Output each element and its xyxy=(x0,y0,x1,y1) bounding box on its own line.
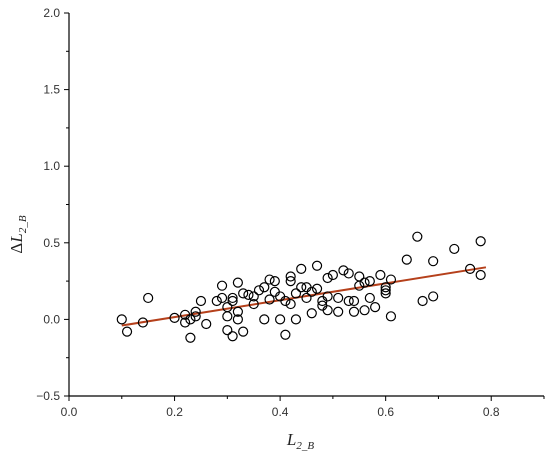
data-point xyxy=(334,293,343,302)
x-ticks: 0.0 0.2 0.4 0.6 0.8 xyxy=(61,396,544,419)
x-tick-label: 0.0 xyxy=(61,405,78,419)
data-point xyxy=(212,297,221,306)
data-point xyxy=(239,289,248,298)
y-axis-title: ΔL2_B xyxy=(7,215,29,253)
data-point xyxy=(255,286,264,295)
data-point xyxy=(202,319,211,328)
x-tick-label: 0.8 xyxy=(483,405,500,419)
data-point xyxy=(223,326,232,335)
data-point xyxy=(355,272,364,281)
data-point xyxy=(350,307,359,316)
data-point xyxy=(196,297,205,306)
data-point xyxy=(365,293,374,302)
data-point xyxy=(476,270,485,279)
data-point xyxy=(307,309,316,318)
data-point xyxy=(228,332,237,341)
data-point xyxy=(386,312,395,321)
data-point xyxy=(402,255,411,264)
data-point xyxy=(360,306,369,315)
data-point xyxy=(376,270,385,279)
data-point xyxy=(476,237,485,246)
data-point xyxy=(286,300,295,309)
data-point xyxy=(313,284,322,293)
data-point xyxy=(313,261,322,270)
data-point xyxy=(344,269,353,278)
x-axis-title: L2_B xyxy=(286,430,314,452)
data-point xyxy=(302,293,311,302)
data-point xyxy=(260,315,269,324)
points-layer xyxy=(117,232,485,342)
data-point xyxy=(297,264,306,273)
data-point xyxy=(328,270,337,279)
data-point xyxy=(297,283,306,292)
data-point xyxy=(450,244,459,253)
data-point xyxy=(350,297,359,306)
data-point xyxy=(281,330,290,339)
x-axis-title-sub: 2_B xyxy=(296,440,314,452)
data-point xyxy=(265,275,274,284)
x-axis-title-main: L xyxy=(286,430,296,449)
y-tick-label: −0.5 xyxy=(36,389,60,403)
data-point xyxy=(429,292,438,301)
data-point xyxy=(291,315,300,324)
data-point xyxy=(429,257,438,266)
data-point xyxy=(276,315,285,324)
data-point xyxy=(233,278,242,287)
y-tick-label: 1.0 xyxy=(43,159,60,173)
data-point xyxy=(239,327,248,336)
data-point xyxy=(355,281,364,290)
fit-layer xyxy=(122,267,486,325)
x-tick-label: 0.2 xyxy=(166,405,183,419)
data-point xyxy=(344,297,353,306)
data-point xyxy=(117,315,126,324)
data-point xyxy=(186,333,195,342)
data-point xyxy=(339,266,348,275)
data-point xyxy=(244,290,253,299)
regression-line xyxy=(122,267,486,325)
data-point xyxy=(291,289,300,298)
x-tick-label: 0.6 xyxy=(377,405,394,419)
data-point xyxy=(223,312,232,321)
y-tick-label: 2.0 xyxy=(43,6,60,20)
data-point xyxy=(218,293,227,302)
y-tick-label: 0.5 xyxy=(43,236,60,250)
y-ticks: −0.5 0.0 0.5 1.0 1.5 2.0 xyxy=(36,6,69,403)
y-tick-label: 1.5 xyxy=(43,83,60,97)
y-tick-label: 0.0 xyxy=(43,312,60,326)
y-axis-title-prefix: Δ xyxy=(7,243,26,254)
data-point xyxy=(334,307,343,316)
data-point xyxy=(144,293,153,302)
data-point xyxy=(413,232,422,241)
data-point xyxy=(270,277,279,286)
data-point xyxy=(418,297,427,306)
x-tick-label: 0.4 xyxy=(272,405,289,419)
y-axis-title-sub: 2_B xyxy=(17,215,29,233)
data-point xyxy=(218,281,227,290)
y-axis-title-main: L xyxy=(7,233,26,243)
data-point xyxy=(371,303,380,312)
data-point xyxy=(365,277,374,286)
data-point xyxy=(123,327,132,336)
data-point xyxy=(323,274,332,283)
